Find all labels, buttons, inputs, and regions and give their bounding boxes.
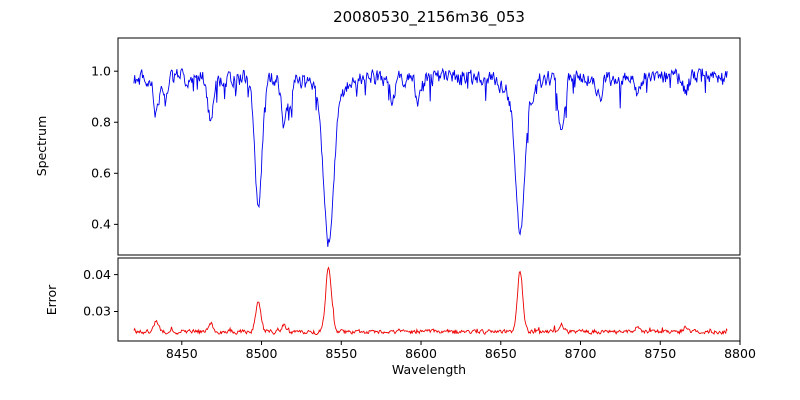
x-tick-label: 8600 (405, 346, 437, 361)
y-tick-label: 0.03 (83, 304, 111, 319)
error-axis-label: Error (44, 284, 59, 315)
x-tick-label: 8800 (724, 346, 756, 361)
rendered-chart: 8450 8500 8550 8600 8650 8700 8750 8800 0.4 0.6 0.… (83, 37, 756, 361)
x-tick-label: 8550 (325, 346, 357, 361)
error-line (133, 266, 728, 336)
x-tick-label: 8650 (485, 346, 517, 361)
y-tick-label: 0.04 (83, 267, 111, 282)
spectrum-panel-frame (117, 37, 741, 256)
y-tick-label: 0.6 (91, 166, 111, 181)
x-tick-label: 8450 (166, 346, 198, 361)
x-axis-label: Wavelength (392, 362, 466, 377)
spectrum-axis-label: Spectrum (34, 116, 49, 177)
error-panel-frame (117, 257, 741, 342)
chart-title: 20080530_2156m36_053 (333, 8, 525, 27)
x-tick-label: 8500 (246, 346, 278, 361)
x-tick-label: 8700 (565, 346, 597, 361)
y-tick-label: 1.0 (91, 63, 111, 78)
x-tick-label: 8750 (644, 346, 676, 361)
spectrum-line (133, 67, 728, 247)
y-tick-label: 0.8 (91, 114, 111, 129)
y-tick-label: 0.4 (91, 217, 111, 232)
